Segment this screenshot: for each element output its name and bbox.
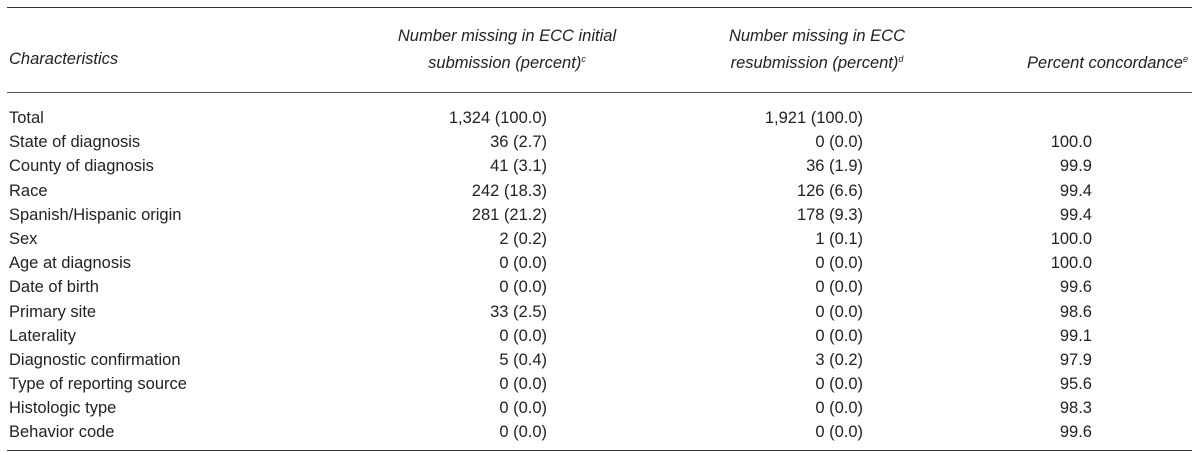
cell-concordance: 99.6 — [1059, 278, 1092, 297]
table-row: Behavior code 0 (0.0) 0 (0.0) 99.6 — [7, 420, 1192, 444]
cell-concordance: 97.9 — [1059, 350, 1092, 369]
cell-initial: 33 (2.5) — [490, 302, 547, 321]
cell-initial: 5 (0.4) — [499, 350, 547, 369]
cell-initial: 36 (2.7) — [490, 133, 547, 152]
cell-concordance: 100.0 — [1050, 133, 1092, 152]
cell-concordance: 99.4 — [1059, 181, 1092, 200]
cell-concordance: 98.6 — [1059, 302, 1092, 321]
header-initial-submission: Number missing in ECC initial submission… — [397, 27, 617, 72]
cell-concordance: 99.6 — [1059, 423, 1092, 442]
cell-resubmission: 0 (0.0) — [815, 278, 863, 297]
cell-resubmission: 0 (0.0) — [815, 133, 863, 152]
header-characteristics: Characteristics — [9, 50, 119, 68]
cell-concordance: 98.3 — [1059, 399, 1092, 418]
table-row: Histologic type 0 (0.0) 0 (0.0) 98.3 — [7, 396, 1192, 420]
cell-initial: 2 (0.2) — [499, 229, 547, 248]
cell-resubmission: 0 (0.0) — [815, 302, 863, 321]
table-row: State of diagnosis 36 (2.7) 0 (0.0) 100.0 — [7, 130, 1192, 154]
cell-resubmission: 1,921 (100.0) — [764, 109, 863, 127]
table-header: Characteristics Number missing in ECC in… — [7, 8, 1192, 92]
cell-concordance: 99.9 — [1059, 157, 1092, 176]
table-row: Total 1,324 (100.0) 1,921 (100.0) — [7, 106, 1192, 130]
cell-initial: 281 (21.2) — [471, 205, 547, 224]
cell-characteristic: Type of reporting source — [9, 375, 187, 394]
cell-initial: 1,324 (100.0) — [448, 109, 547, 127]
cell-initial: 0 (0.0) — [499, 254, 547, 273]
cell-resubmission: 178 (9.3) — [796, 205, 863, 224]
cell-concordance: 99.1 — [1059, 326, 1092, 345]
cell-characteristic: Primary site — [9, 302, 97, 321]
cell-characteristic: Age at diagnosis — [9, 254, 132, 273]
cell-resubmission: 0 (0.0) — [815, 254, 863, 273]
cell-concordance: 100.0 — [1050, 254, 1092, 273]
table-row: Diagnostic confirmation 5 (0.4) 3 (0.2) 97.… — [7, 348, 1192, 372]
cell-initial: 0 (0.0) — [499, 278, 547, 297]
cell-initial: 0 (0.0) — [499, 375, 547, 394]
table-row: Laterality 0 (0.0) 0 (0.0) 99.1 — [7, 324, 1192, 348]
cell-initial: 0 (0.0) — [499, 423, 547, 442]
cell-initial: 41 (3.1) — [490, 157, 547, 176]
header-concordance: Percent concordancee — [1027, 54, 1188, 72]
cell-resubmission: 126 (6.6) — [796, 181, 863, 200]
cell-initial: 0 (0.0) — [499, 326, 547, 345]
cell-characteristic: Date of birth — [9, 278, 99, 297]
cell-resubmission: 36 (1.9) — [806, 157, 863, 176]
cell-characteristic: State of diagnosis — [9, 133, 141, 152]
cell-concordance: 99.4 — [1059, 205, 1092, 224]
cell-resubmission: 0 (0.0) — [815, 399, 863, 418]
cell-characteristic: Spanish/Hispanic origin — [9, 205, 182, 224]
data-table: Characteristics Number missing in ECC in… — [7, 7, 1192, 451]
table-row: Date of birth 0 (0.0) 0 (0.0) 99.6 — [7, 275, 1192, 299]
table-row: Type of reporting source 0 (0.0) 0 (0.0) 95… — [7, 372, 1192, 396]
bottom-rule — [7, 449, 1192, 451]
table-row: Race 242 (18.3) 126 (6.6) 99.4 — [7, 179, 1192, 203]
top-rule — [7, 7, 1192, 8]
cell-characteristic: Diagnostic confirmation — [9, 350, 181, 369]
cell-characteristic: Behavior code — [9, 423, 115, 442]
cell-characteristic: Race — [9, 181, 48, 200]
header-resubmission: Number missing in ECC resubmission (perc… — [728, 27, 906, 72]
table-row: Spanish/Hispanic origin 281 (21.2) 178 (9.… — [7, 203, 1192, 227]
cell-characteristic: Histologic type — [9, 399, 117, 418]
cell-resubmission: 1 (0.1) — [815, 229, 863, 248]
cell-resubmission: 0 (0.0) — [815, 423, 863, 442]
cell-concordance: 100.0 — [1050, 229, 1092, 248]
cell-initial: 242 (18.3) — [471, 181, 547, 200]
cell-characteristic: Laterality — [9, 326, 76, 345]
cell-resubmission: 0 (0.0) — [815, 326, 863, 345]
cell-resubmission: 3 (0.2) — [815, 350, 863, 369]
cell-characteristic: County of diagnosis — [9, 157, 154, 176]
cell-resubmission: 0 (0.0) — [815, 375, 863, 394]
table-row: Sex 2 (0.2) 1 (0.1) 100.0 — [7, 227, 1192, 251]
cell-concordance: 95.6 — [1059, 375, 1092, 394]
table-row: Primary site 33 (2.5) 0 (0.0) 98.6 — [7, 300, 1192, 324]
cell-initial: 0 (0.0) — [499, 399, 547, 418]
table-body: Total 1,324 (100.0) 1,921 (100.0) State of … — [7, 93, 1192, 445]
cell-characteristic: Total — [9, 109, 44, 127]
table-row: Age at diagnosis 0 (0.0) 0 (0.0) 100.0 — [7, 251, 1192, 275]
cell-characteristic: Sex — [9, 229, 38, 248]
table-row: County of diagnosis 41 (3.1) 36 (1.9) 99.9 — [7, 154, 1192, 178]
header-rule — [7, 92, 1192, 93]
